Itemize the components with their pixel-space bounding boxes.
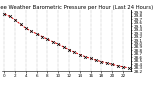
Title: Milwaukee Weather Barometric Pressure per Hour (Last 24 Hours): Milwaukee Weather Barometric Pressure pe… — [0, 5, 154, 10]
